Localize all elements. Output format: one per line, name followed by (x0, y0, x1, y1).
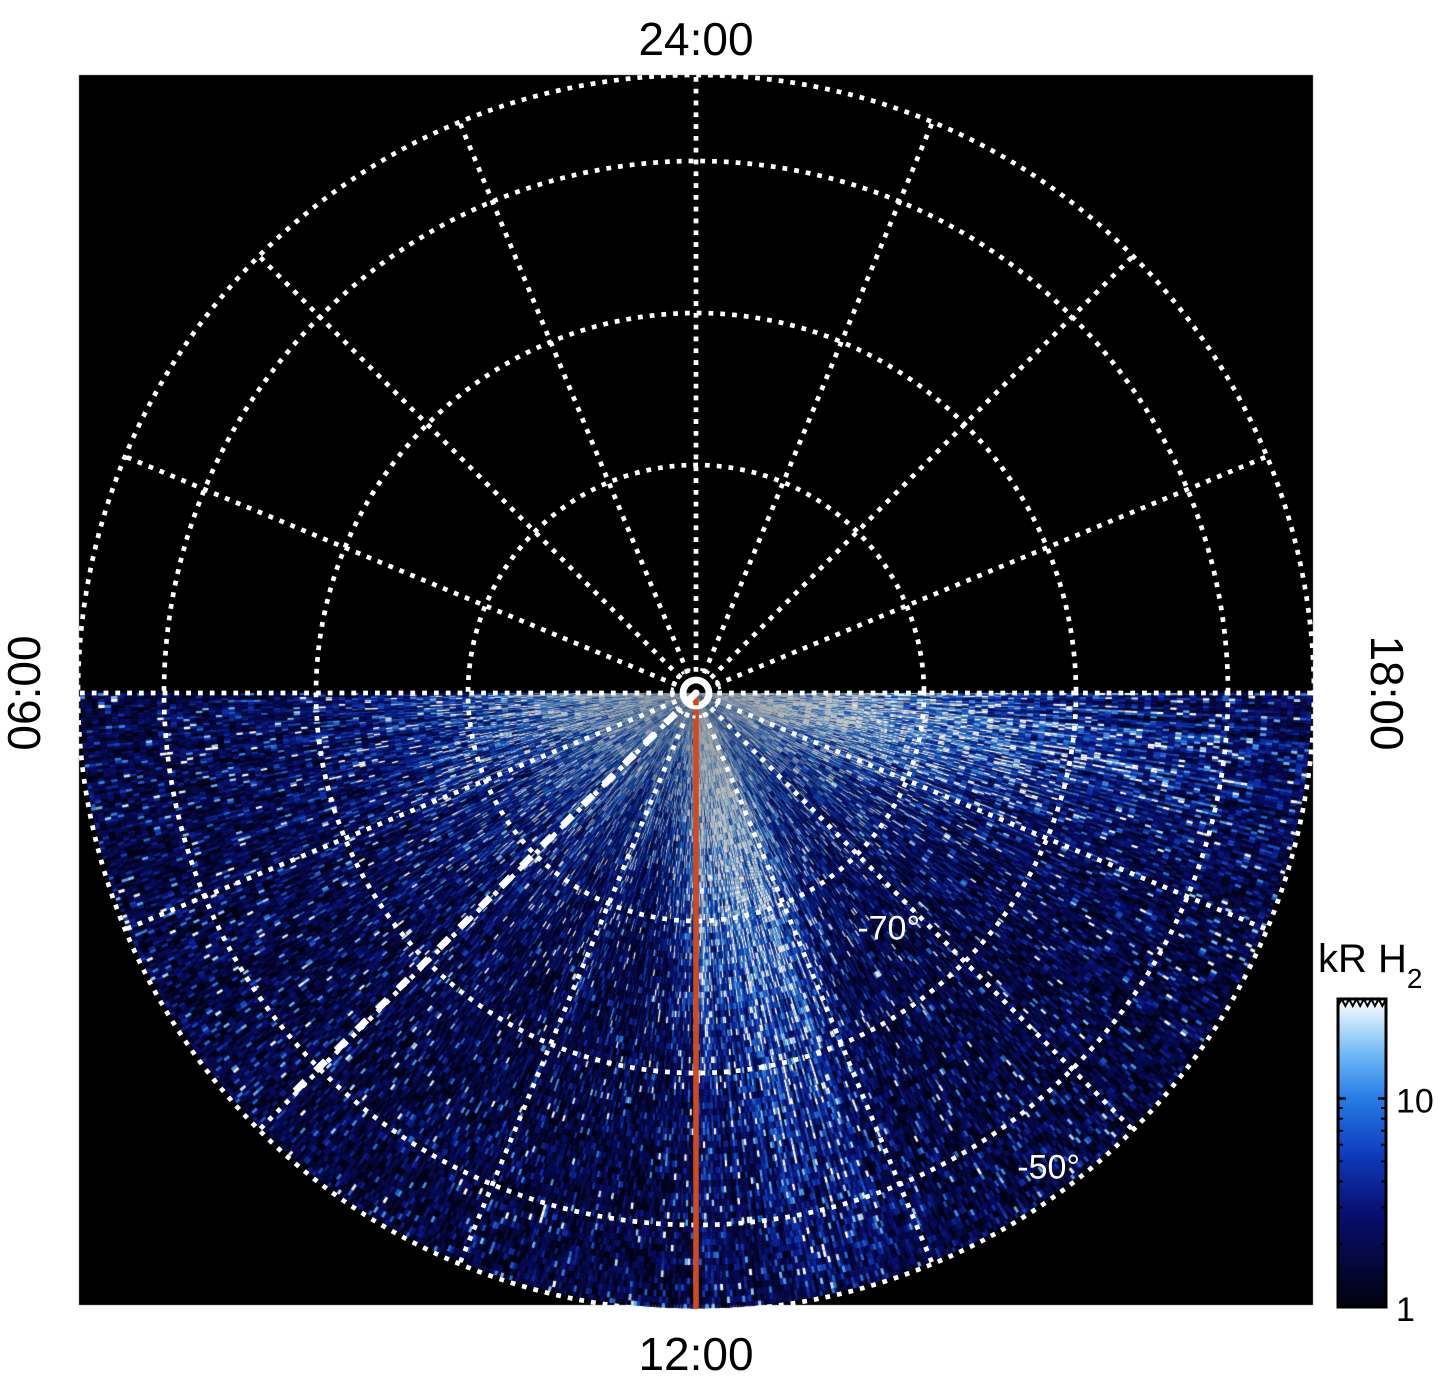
svg-text:18:00: 18:00 (1361, 635, 1413, 750)
svg-text:1: 1 (1396, 1291, 1415, 1329)
svg-text:06:00: 06:00 (0, 635, 50, 750)
svg-text:24:00: 24:00 (638, 13, 753, 65)
svg-text:-70°: -70° (857, 910, 920, 948)
svg-text:kR H2: kR H2 (1318, 937, 1422, 994)
svg-text:10: 10 (1396, 1082, 1434, 1120)
svg-text:12:00: 12:00 (638, 1328, 753, 1380)
svg-text:-50°: -50° (1017, 1148, 1080, 1186)
